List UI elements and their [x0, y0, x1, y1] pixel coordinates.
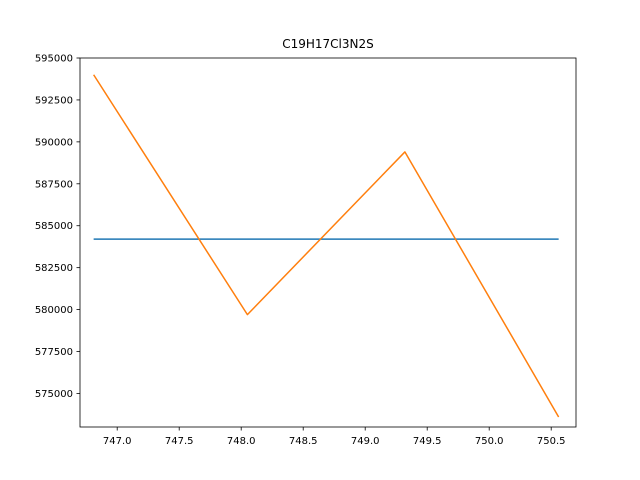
x-tick-label: 748.5: [289, 436, 318, 447]
x-tick-label: 750.5: [537, 436, 566, 447]
series-layer: [93, 74, 560, 418]
y-tick-label: 585000: [35, 221, 73, 232]
x-tick-label: 747.5: [165, 436, 194, 447]
x-tick-label: 750.0: [475, 436, 504, 447]
y-tick-label: 592500: [35, 95, 73, 106]
x-tick-label: 749.5: [413, 436, 442, 447]
x-tick-label: 749.0: [351, 436, 380, 447]
y-tick-label: 587500: [35, 179, 73, 190]
y-axis: 575000 577500 580000 582500 585000 587500 5900…: [35, 54, 80, 400]
y-tick-label: 590000: [35, 137, 73, 148]
y-tick-label: 582500: [35, 263, 73, 274]
x-tick-label: 748.0: [227, 436, 256, 447]
y-tick-label: 580000: [35, 305, 73, 316]
x-axis: 747.0 747.5 748.0 748.5 749.0 749.5 750.0 750.5: [103, 427, 566, 447]
x-tick-label: 747.0: [103, 436, 132, 447]
y-tick-label: 577500: [35, 347, 73, 358]
chart-title: C19H17Cl3N2S: [282, 37, 374, 51]
y-tick-label: 575000: [35, 389, 73, 400]
y-tick-label: 595000: [35, 54, 73, 65]
plot-frame: [79, 57, 577, 428]
series-line-2: [93, 74, 560, 418]
